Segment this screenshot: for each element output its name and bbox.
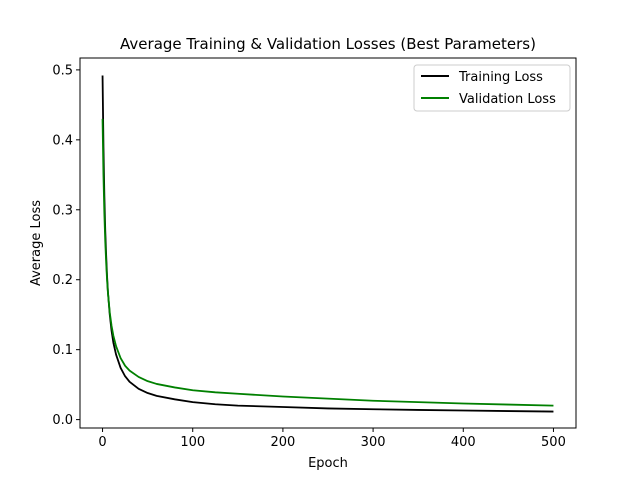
x-axis: 0 100 200 300 400 500	[98, 428, 566, 450]
legend: Training Loss Validation Loss	[413, 64, 571, 112]
x-tick-label: 0	[98, 435, 106, 450]
legend-label-validation-loss: Validation Loss	[459, 92, 556, 107]
x-tick-label: 100	[180, 435, 205, 450]
plot-area	[79, 57, 577, 429]
legend-label-training-loss: Training Loss	[458, 70, 543, 85]
x-axis-title: Epoch	[308, 456, 348, 471]
y-tick-label: 0.3	[52, 203, 73, 218]
axes-frame	[79, 57, 577, 429]
x-tick-label: 200	[270, 435, 295, 450]
y-tick-label: 0.4	[52, 133, 73, 148]
y-axis: 0.0 0.1 0.2 0.3 0.4 0.5	[52, 63, 80, 428]
y-tick-label: 0.1	[52, 343, 73, 358]
legend-box	[413, 64, 571, 112]
series-layer	[101, 75, 554, 413]
x-tick-label: 400	[451, 435, 476, 450]
y-tick-label: 0.2	[52, 273, 73, 288]
x-tick-label: 300	[361, 435, 386, 450]
x-tick-label: 500	[541, 435, 566, 450]
series-line-validation-loss	[101, 118, 554, 407]
y-tick-label: 0.5	[52, 63, 73, 78]
y-tick-label: 0.0	[52, 413, 73, 428]
y-axis-title: Average Loss	[29, 200, 44, 286]
chart-title: Average Training & Validation Losses (Be…	[120, 35, 536, 53]
